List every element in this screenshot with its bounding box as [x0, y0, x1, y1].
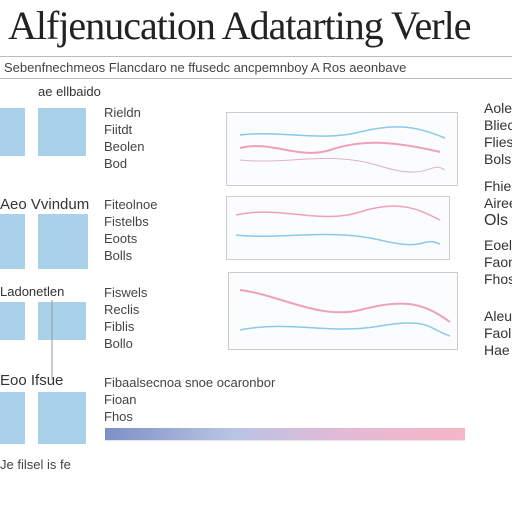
chart-panel [226, 112, 458, 186]
note: Bollo [104, 336, 133, 351]
subtitle: Sebenfnechmeos Flancdaro ne ffusedc ancp… [4, 60, 407, 75]
side-item: Aleu [484, 308, 512, 324]
tile [0, 392, 25, 444]
note: Rieldn [104, 105, 141, 120]
chart-panel [226, 196, 450, 260]
gradient-bar [105, 428, 465, 440]
footer: Je filsel is fe [0, 457, 71, 472]
notes: Fiswels Reclis Fiblis Bollo [104, 284, 147, 352]
row-label: Eoo Ifsue [0, 372, 64, 389]
side-item: Ols [484, 212, 508, 229]
side-item: Hae [484, 342, 510, 358]
divider [0, 78, 512, 79]
note: Fistelbs [104, 214, 149, 229]
tile [38, 214, 88, 269]
row-label: ae ellbaido [38, 84, 101, 99]
tile [0, 214, 25, 269]
note: Fhos [104, 409, 133, 424]
note: Eoots [104, 231, 138, 246]
tile [38, 108, 86, 156]
note: Fiitdt [104, 122, 133, 137]
side-item: Flies [484, 134, 512, 150]
side-item: Aoleh [484, 100, 512, 116]
divider [0, 56, 512, 57]
side-item: Blieco [484, 117, 512, 133]
notes: Rieldn Fiitdt Beolen Bod [104, 104, 144, 172]
side-item: Bolsn [484, 151, 512, 167]
note: Fibaalsecnoa snoe ocaronbor [104, 375, 276, 390]
side-item: Faone [484, 254, 512, 270]
row-label: Aeo Vvindum [0, 196, 90, 213]
side-list: Aoleh Blieco Flies Bolsn Fhielis Aireesi… [484, 100, 512, 359]
note: Fiblis [104, 319, 135, 334]
title: Alfjenucation Adatarting Verle [8, 3, 471, 48]
note: Beolen [104, 139, 145, 154]
note: Fiswels [104, 285, 148, 300]
side-item: Fhosi [484, 271, 512, 287]
side-item: Faolu [484, 325, 512, 341]
note: Bod [104, 156, 128, 171]
tile [38, 392, 86, 444]
notes: Fibaalsecnoa snoe ocaronbor Fioan Fhos [104, 374, 275, 425]
side-item: Aireesi [484, 195, 512, 211]
tile [38, 302, 86, 340]
tile [0, 108, 25, 156]
note: Fioan [104, 392, 137, 407]
side-item: Fhielis [484, 178, 512, 194]
row-label: Ladonetlen [0, 284, 65, 299]
side-item: Eoelo [484, 237, 512, 253]
notes: Fiteolnoe Fistelbs Eoots Bolls [104, 196, 157, 264]
note: Bolls [104, 248, 133, 263]
note: Fiteolnoe [104, 197, 158, 212]
chart-panel [228, 272, 458, 350]
note: Reclis [104, 302, 140, 317]
tile [0, 302, 25, 340]
